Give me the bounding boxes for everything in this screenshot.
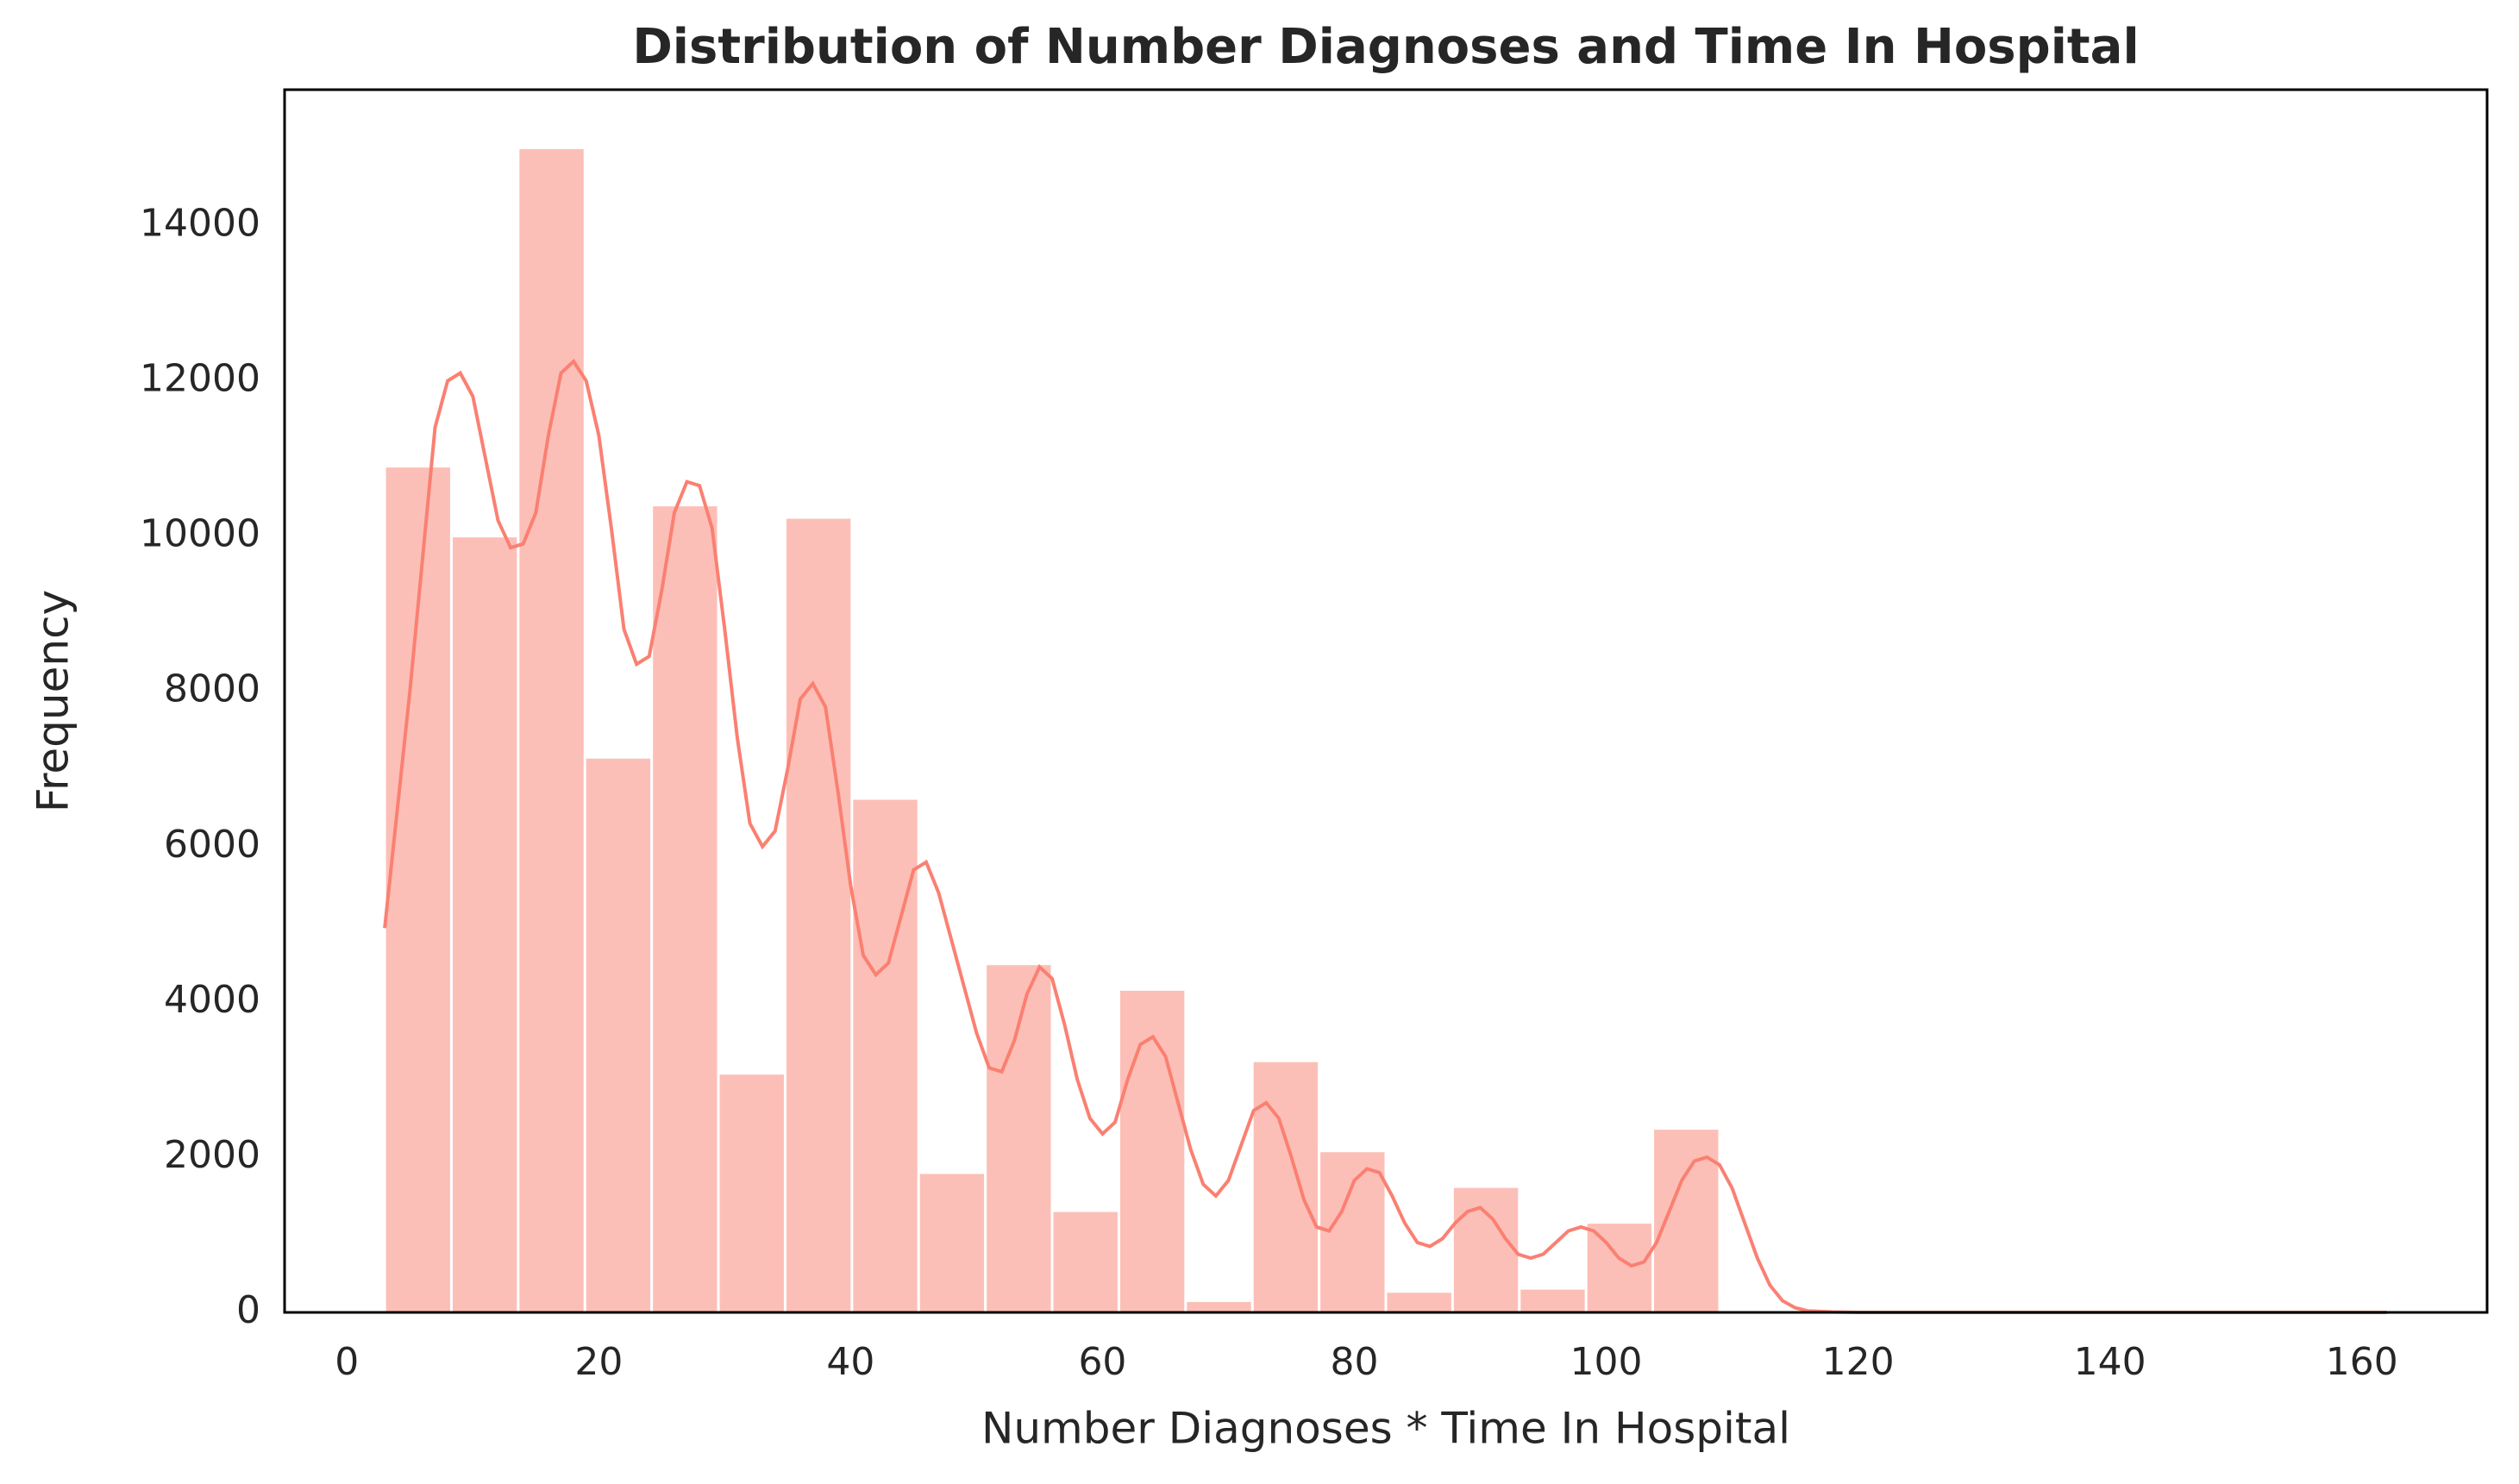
histogram-bar — [1250, 1059, 1321, 1314]
x-tick-label: 20 — [574, 1340, 623, 1384]
histogram-bar — [783, 516, 854, 1314]
x-tick-label: 60 — [1078, 1340, 1126, 1384]
x-tick-label: 160 — [2326, 1340, 2398, 1384]
histogram-bar — [1117, 987, 1187, 1314]
histogram-bar — [1050, 1209, 1120, 1314]
x-axis-label: Number Diagnoses * Time In Hospital — [981, 1404, 1790, 1454]
y-tick-label: 10000 — [140, 512, 260, 556]
y-tick-label: 0 — [236, 1288, 260, 1332]
x-tick-label: 40 — [826, 1340, 874, 1384]
histogram-bar — [1651, 1127, 1721, 1314]
x-tick-label: 100 — [1570, 1340, 1643, 1384]
x-tick-label: 0 — [335, 1340, 359, 1384]
histogram-bar — [984, 962, 1054, 1314]
histogram-bar — [650, 504, 720, 1314]
kde-line — [383, 359, 2387, 1314]
histogram-bar — [449, 535, 520, 1314]
histogram-bar — [717, 1072, 786, 1314]
histogram-bar — [917, 1171, 987, 1314]
histogram-bar — [1384, 1290, 1454, 1314]
y-axis-label: Frequency — [28, 590, 78, 812]
histogram-bar — [1451, 1185, 1521, 1314]
histogram-bar — [1518, 1287, 1588, 1314]
x-tick-label: 120 — [1822, 1340, 1895, 1384]
y-tick-label: 8000 — [164, 667, 260, 711]
plot-frame — [283, 88, 2489, 1314]
y-tick-label: 12000 — [140, 357, 260, 401]
y-tick-label: 14000 — [140, 202, 260, 246]
y-tick-label: 2000 — [164, 1133, 260, 1177]
histogram-bar — [517, 147, 586, 1314]
x-tick-label: 80 — [1330, 1340, 1378, 1384]
y-tick-label: 4000 — [164, 978, 260, 1022]
chart-title: Distribution of Number Diagnoses and Tim… — [632, 19, 2139, 75]
histogram-bar — [583, 755, 654, 1314]
histogram-bar — [1184, 1299, 1254, 1314]
histogram-bar — [850, 797, 920, 1314]
y-tick-label: 6000 — [164, 823, 260, 867]
histogram-bar — [1584, 1221, 1655, 1314]
x-tick-label: 140 — [2074, 1340, 2146, 1384]
